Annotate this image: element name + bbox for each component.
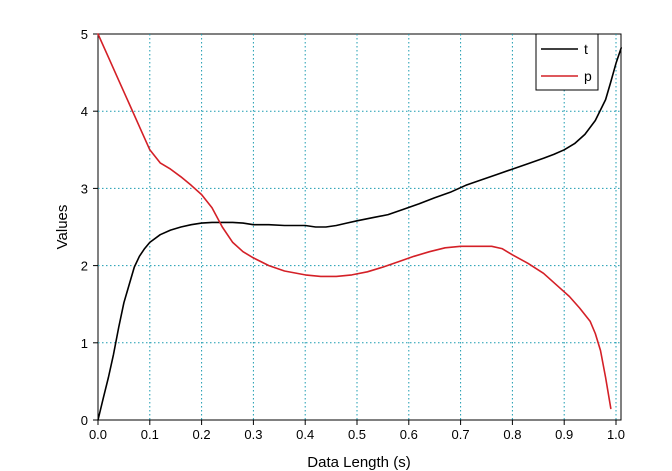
- x-tick-label: 0.7: [452, 427, 470, 442]
- legend: t p: [535, 33, 599, 91]
- series-line-p: [97, 33, 612, 410]
- legend-label-t: t: [584, 41, 588, 57]
- series-line-t: [97, 47, 623, 421]
- x-tick-label: 0.9: [555, 427, 573, 442]
- plot-frame: [97, 33, 622, 421]
- y-tick-label: 1: [81, 336, 88, 351]
- x-axis-ticks: 0.0 0.1 0.2 0.3 0.4 0.5 0.6 0.7 0.8 0.9 1.0: [89, 420, 625, 442]
- y-axis-title: Values: [54, 205, 71, 250]
- x-tick-label: 0.3: [244, 427, 262, 442]
- y-tick-label: 2: [81, 259, 88, 274]
- x-tick-label: 0.1: [141, 427, 159, 442]
- y-tick-label: 3: [81, 181, 88, 196]
- x-tick-label: 0.0: [89, 427, 107, 442]
- y-axis-ticks: 0 1 2 3 4 5: [81, 27, 98, 428]
- y-tick-label: 0: [81, 413, 88, 428]
- legend-box: [535, 33, 599, 91]
- x-tick-label: 0.8: [503, 427, 521, 442]
- x-axis-title: Data Length (s): [307, 454, 410, 471]
- legend-label-p: p: [584, 68, 592, 84]
- x-tick-label: 0.5: [348, 427, 366, 442]
- grid-lines: [98, 34, 621, 420]
- series-lines: [97, 33, 623, 421]
- y-tick-label: 5: [81, 27, 88, 42]
- x-tick-label: 0.6: [400, 427, 418, 442]
- x-tick-label: 0.2: [193, 427, 211, 442]
- x-tick-label: 1.0: [607, 427, 625, 442]
- y-tick-label: 4: [81, 104, 88, 119]
- x-tick-label: 0.4: [296, 427, 314, 442]
